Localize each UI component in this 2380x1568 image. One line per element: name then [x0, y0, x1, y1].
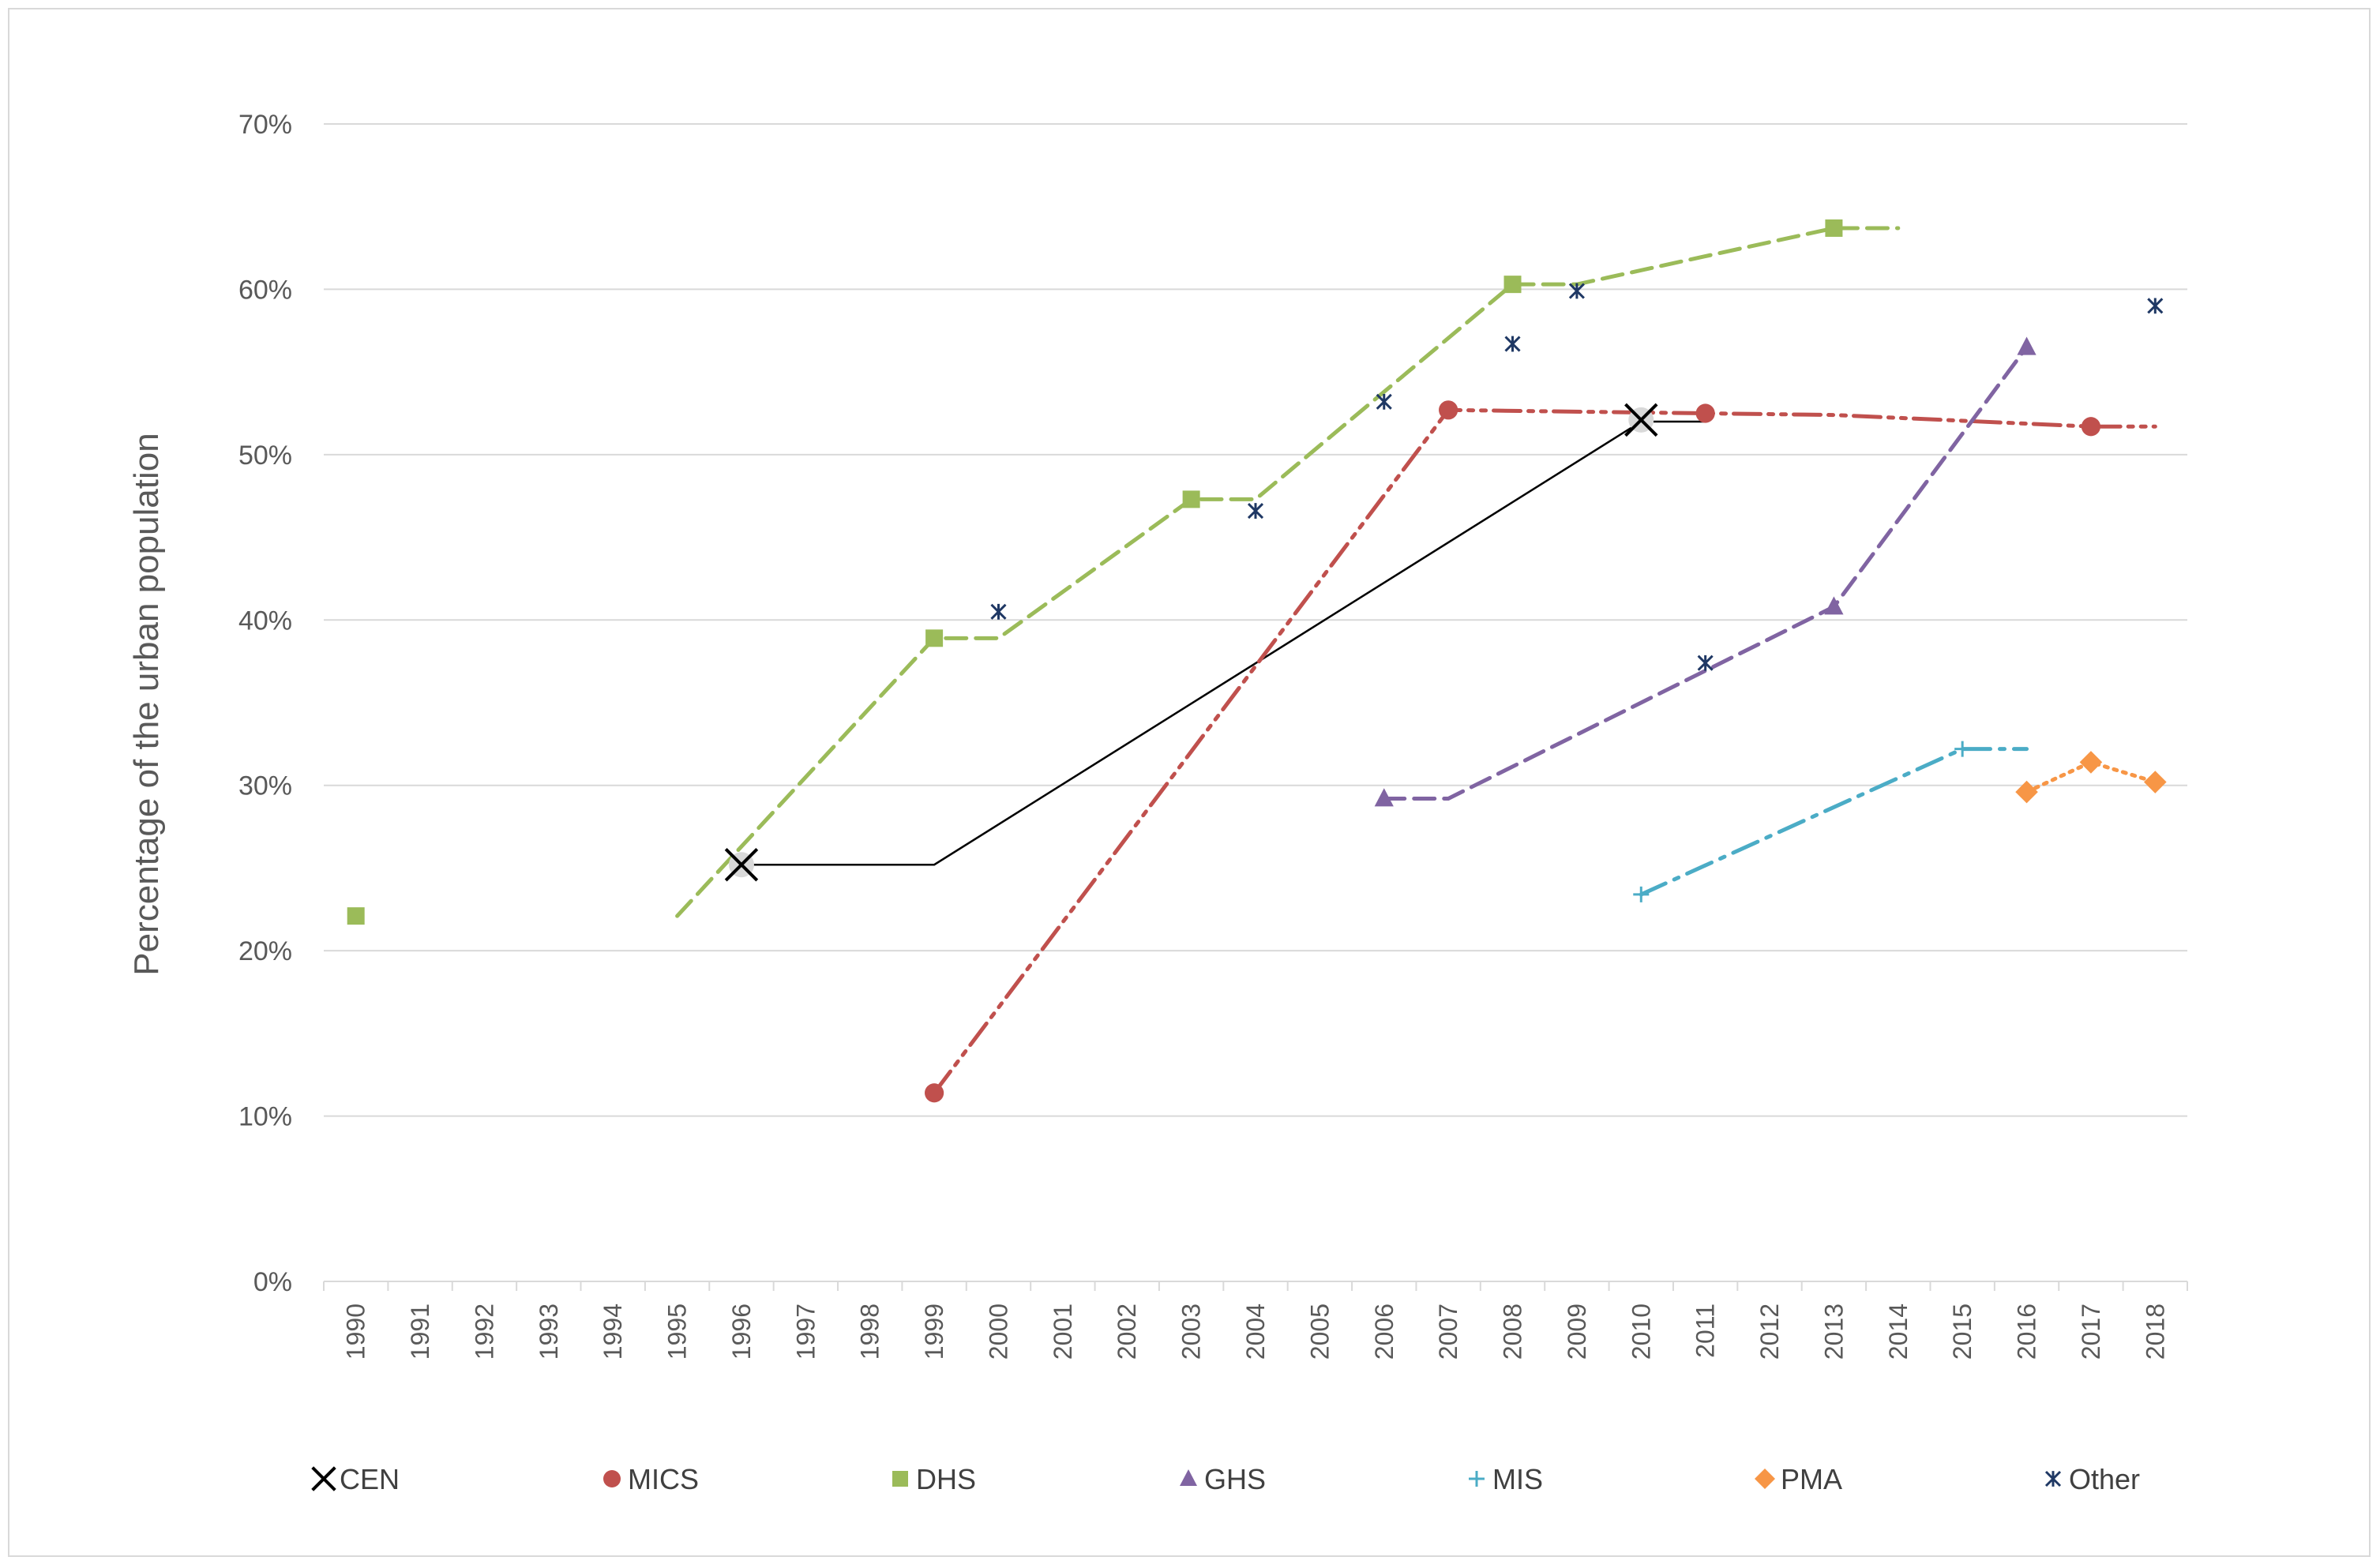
ghs-data-point [1374, 788, 1394, 807]
dhs-data-point [1503, 276, 1522, 294]
y-tick-label: 0% [253, 1267, 292, 1297]
cen-data-point [1624, 403, 1658, 437]
y-axis-tick-labels: 0% 10% 20% 30% 40% 50% 60% 70% [238, 110, 292, 1297]
y-tick-label: 20% [238, 936, 292, 966]
mics-data-point [1695, 403, 1715, 423]
x-tick-label: 2017 [2077, 1304, 2105, 1360]
mics-data-point [2081, 417, 2101, 437]
other-data-point [1504, 336, 1521, 352]
ghs-legend-label: GHS [1204, 1463, 1266, 1495]
mics-legend-marker [603, 1470, 621, 1487]
mis-legend-marker [1469, 1471, 1485, 1487]
mics-data-point [1439, 400, 1458, 420]
x-axis-tick-labels: 1990 1991 1992 1993 1994 1995 1996 1997 1998 1999… [342, 1304, 2170, 1360]
dhs-data-point [1825, 219, 1843, 237]
dhs-data-point [1182, 490, 1200, 508]
other-data-point [2147, 298, 2164, 314]
other-legend-label: Other [2069, 1463, 2140, 1495]
x-tick-label: 1997 [791, 1304, 820, 1360]
pma-data-point [2144, 771, 2167, 793]
ghs-data-point [1824, 596, 1844, 615]
pma-data-point [2015, 780, 2038, 804]
x-tick-label: 1999 [920, 1304, 948, 1360]
pma-legend-label: PMA [1781, 1463, 1842, 1495]
dhs-data-point [925, 629, 944, 647]
x-tick-label: 2012 [1755, 1304, 1784, 1360]
x-tick-label: 1990 [342, 1304, 370, 1360]
x-tick-label: 2011 [1691, 1304, 1720, 1358]
y-tick-label: 60% [238, 275, 292, 305]
x-tick-label: 2016 [2013, 1304, 2041, 1360]
y-tick-label: 10% [238, 1102, 292, 1132]
other-data-point [1247, 503, 1264, 520]
y-tick-label: 50% [238, 441, 292, 471]
x-tick-label: 2003 [1177, 1304, 1206, 1360]
mis-legend-label: MIS [1492, 1463, 1543, 1495]
y-tick-label: 30% [238, 771, 292, 801]
x-tick-label: 1998 [856, 1304, 884, 1360]
other-data-point [1376, 393, 1392, 410]
x-tick-label: 2013 [1819, 1304, 1848, 1360]
x-tick-label: 2002 [1113, 1304, 1141, 1360]
mics-series-line [932, 407, 2157, 1095]
x-tick-label: 2001 [1049, 1304, 1077, 1360]
cen-legend-label: CEN [340, 1463, 400, 1495]
x-tick-label: 1992 [470, 1304, 498, 1360]
cen-data-point [724, 848, 759, 882]
cen-series-line [740, 420, 1706, 866]
dhs-data-point [347, 907, 365, 925]
other-legend-marker [2044, 1470, 2062, 1487]
legend: CEN MICS DHS GHS MIS PMA Other [311, 1463, 2140, 1495]
ghs-series-line [1382, 345, 2029, 801]
dhs-series-line [675, 226, 1901, 918]
series-markers [347, 219, 2167, 1103]
mis-data-point [1633, 886, 1650, 902]
x-tick-label: 2008 [1499, 1304, 1527, 1360]
other-data-point [990, 603, 1007, 620]
pma-legend-marker [1755, 1469, 1775, 1489]
gridlines [323, 123, 2188, 1291]
dhs-legend-marker [892, 1471, 908, 1487]
chart-frame [8, 8, 2371, 1557]
mis-data-point [1954, 741, 1971, 757]
y-axis-label: Percentage of the urban population [127, 433, 166, 975]
series-lines [675, 226, 2157, 1095]
cen-legend-marker [311, 1466, 336, 1491]
x-tick-label: 1994 [599, 1304, 627, 1360]
y-tick-label: 70% [238, 110, 292, 140]
pma-data-point [2079, 751, 2103, 774]
x-tick-label: 2004 [1241, 1304, 1270, 1360]
x-tick-label: 1995 [663, 1304, 692, 1360]
x-tick-label: 1993 [535, 1304, 563, 1360]
x-tick-label: 2018 [2141, 1304, 2169, 1360]
x-tick-label: 1991 [406, 1304, 434, 1360]
other-data-point [1568, 283, 1585, 299]
x-tick-label: 1996 [727, 1304, 756, 1360]
x-tick-label: 2000 [984, 1304, 1012, 1360]
mis-series-line [1639, 747, 2029, 897]
x-tick-label: 2010 [1627, 1304, 1655, 1360]
mics-data-point [925, 1083, 944, 1103]
x-tick-label: 2005 [1305, 1304, 1334, 1360]
x-tick-label: 2015 [1948, 1304, 1976, 1360]
ghs-legend-marker [1180, 1469, 1197, 1486]
x-tick-label: 2009 [1563, 1304, 1591, 1360]
dhs-legend-label: DHS [916, 1463, 976, 1495]
x-tick-label: 2007 [1434, 1304, 1462, 1360]
x-tick-label: 2006 [1370, 1304, 1398, 1360]
x-tick-label: 2014 [1884, 1304, 1913, 1360]
other-data-point [1697, 655, 1714, 671]
mics-legend-label: MICS [628, 1463, 699, 1495]
ghs-data-point [2017, 336, 2037, 355]
y-tick-label: 40% [238, 606, 292, 636]
